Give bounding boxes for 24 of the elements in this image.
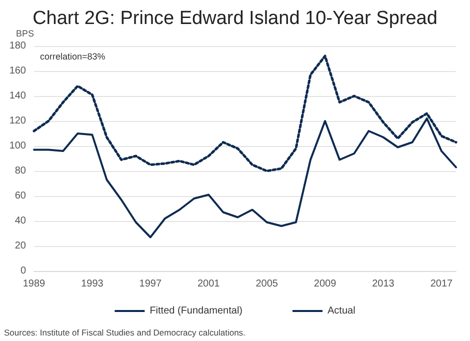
y-tick-label: 140: [9, 90, 26, 102]
y-axis-title: BPS: [16, 28, 34, 38]
x-tick-label: 1989: [22, 278, 46, 290]
x-tick-label: 2005: [256, 278, 278, 290]
annotation: correlation=83%: [40, 52, 106, 62]
y-tick-label: 80: [14, 166, 26, 176]
legend-label: Actual: [328, 306, 356, 316]
y-tick-label: 40: [14, 216, 26, 226]
source-note: Sources: Institute of Fiscal Studies and Democracy calculations.: [4, 328, 246, 338]
y-tick-label: 180: [9, 40, 26, 52]
y-tick-label: 120: [9, 116, 26, 126]
x-tick-label: 2009: [314, 278, 337, 290]
y-tick-label: 100: [9, 140, 26, 152]
x-tick-label: 1997: [139, 278, 162, 290]
y-tick-label: 60: [14, 190, 26, 202]
y-tick-label: 20: [14, 240, 26, 252]
legend-label: Fitted (Fundamental): [150, 306, 243, 316]
x-tick-label: 2017: [430, 278, 454, 290]
x-tick-label: 1993: [81, 278, 104, 290]
chart-title: Chart 2G: Prince Edward Island 10-Year Spread: [32, 8, 438, 29]
y-tick-label: 160: [9, 66, 26, 76]
x-tick-label: 2001: [197, 278, 220, 290]
y-tick-label: 0: [20, 266, 26, 276]
x-tick-label: 2013: [372, 278, 395, 290]
